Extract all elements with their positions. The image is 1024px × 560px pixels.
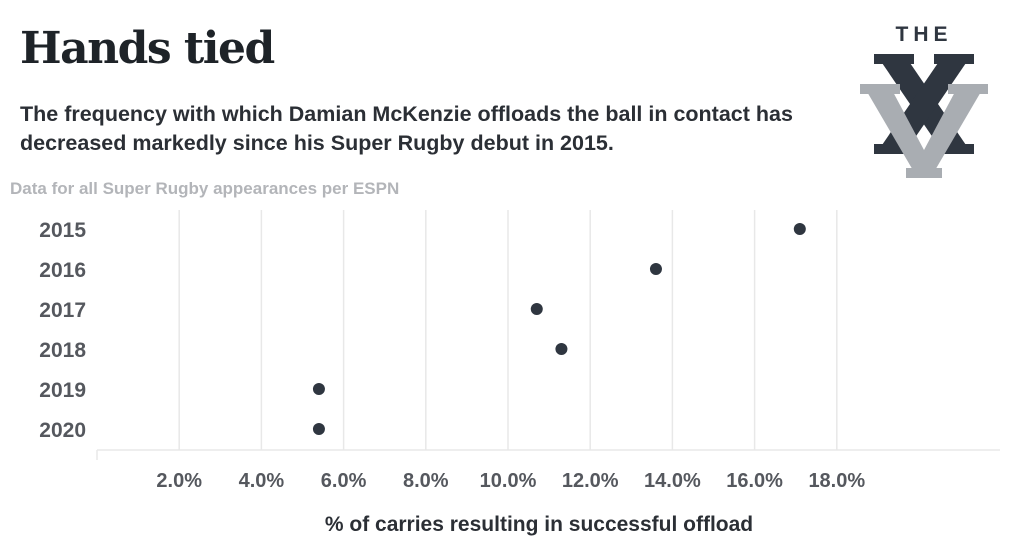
data-point-2016 — [649, 263, 662, 275]
y-tick-label-2015: 2015 — [39, 219, 86, 242]
logo-light-serif — [860, 84, 900, 94]
data-point-2019 — [312, 383, 325, 395]
data-point-2017 — [530, 303, 543, 315]
data-point-2018 — [555, 343, 568, 355]
x-tick-label: 4.0% — [239, 470, 285, 492]
x-tick-label: 10.0% — [480, 470, 537, 492]
chart-subtitle: The frequency with which Damian McKenzie… — [20, 102, 793, 155]
logo-dark-serif — [934, 54, 974, 64]
logo-light-stroke — [924, 90, 982, 172]
y-tick-label-2020: 2020 — [39, 419, 86, 442]
y-tick-label-2018: 2018 — [39, 339, 86, 362]
the-x-logo: THE — [860, 23, 988, 178]
y-tick-label-2016: 2016 — [39, 259, 86, 282]
logo-dark-serif — [874, 144, 914, 154]
logo-text: THE — [896, 23, 953, 46]
y-tick-label-2017: 2017 — [39, 299, 86, 322]
x-axis: 2.0% 4.0% 6.0% 8.0% 10.0% 12.0% 14.0% 16.0% 18.0… — [96, 449, 1000, 492]
logo-light-serif — [948, 84, 988, 94]
data-point-2020 — [312, 423, 325, 435]
gridlines — [178, 210, 838, 450]
chart-title: Hands tied — [20, 23, 275, 74]
x-tick-label: 2.0% — [156, 470, 202, 492]
data-source-note: Data for all Super Rugby appearances per… — [10, 179, 400, 198]
x-axis-title: % of carries resulting in successful off… — [325, 513, 753, 536]
logo-dark-serif — [874, 54, 914, 64]
data-point-2015 — [793, 223, 806, 235]
x-tick-label: 16.0% — [726, 470, 783, 492]
logo-dark-serif — [934, 144, 974, 154]
y-axis-labels: 2015 2016 2017 2018 2019 2020 — [39, 219, 86, 442]
x-tick-label: 8.0% — [403, 470, 449, 492]
x-tick-label: 6.0% — [321, 470, 367, 492]
y-tick-label-2019: 2019 — [39, 379, 86, 402]
x-tick-label: 18.0% — [808, 470, 865, 492]
logo-light-stroke — [866, 90, 924, 172]
x-tick-label: 14.0% — [644, 470, 701, 492]
logo-light-serif — [906, 168, 942, 178]
x-tick-label: 12.0% — [562, 470, 619, 492]
data-points — [312, 223, 806, 435]
